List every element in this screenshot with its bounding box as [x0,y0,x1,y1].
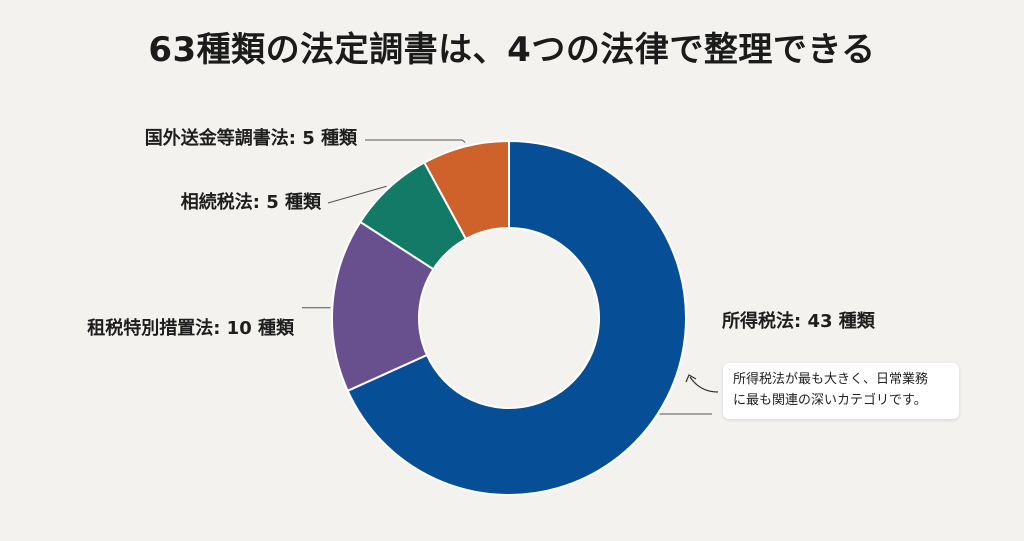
annotation-note-line-2: に最も関連の深いカテゴリです。 [733,393,927,408]
leader-line-sozokuzei [327,185,387,204]
leader-line-kokugai-sokin [365,139,466,143]
slice-label-kokugai-sokin: 国外送金等調書法: 5 種類 [144,128,357,149]
slice-kokugai-sokin [422,139,510,241]
slice-label-sozokuzei: 相続税法: 5 種類 [180,192,321,213]
leader-lines [302,139,719,415]
annotation-arrow-icon [685,374,719,393]
slice-shotokuzei [346,139,687,496]
annotation-note-line-1: 所得税法が最も大きく、日常業務 [733,372,929,387]
slice-label-sozei-tokubetsu: 租税特別措置法: 10 種類 [87,318,294,339]
donut-slices [331,139,687,496]
chart-title: 63種類の法定調書は、4つの法律で整理できる [148,30,876,70]
slice-label-shotokuzei: 所得税法: 43 種類 [722,311,875,332]
annotation-note: 所得税法が最も大きく、日常業務 に最も関連の深いカテゴリです。 [723,363,959,419]
